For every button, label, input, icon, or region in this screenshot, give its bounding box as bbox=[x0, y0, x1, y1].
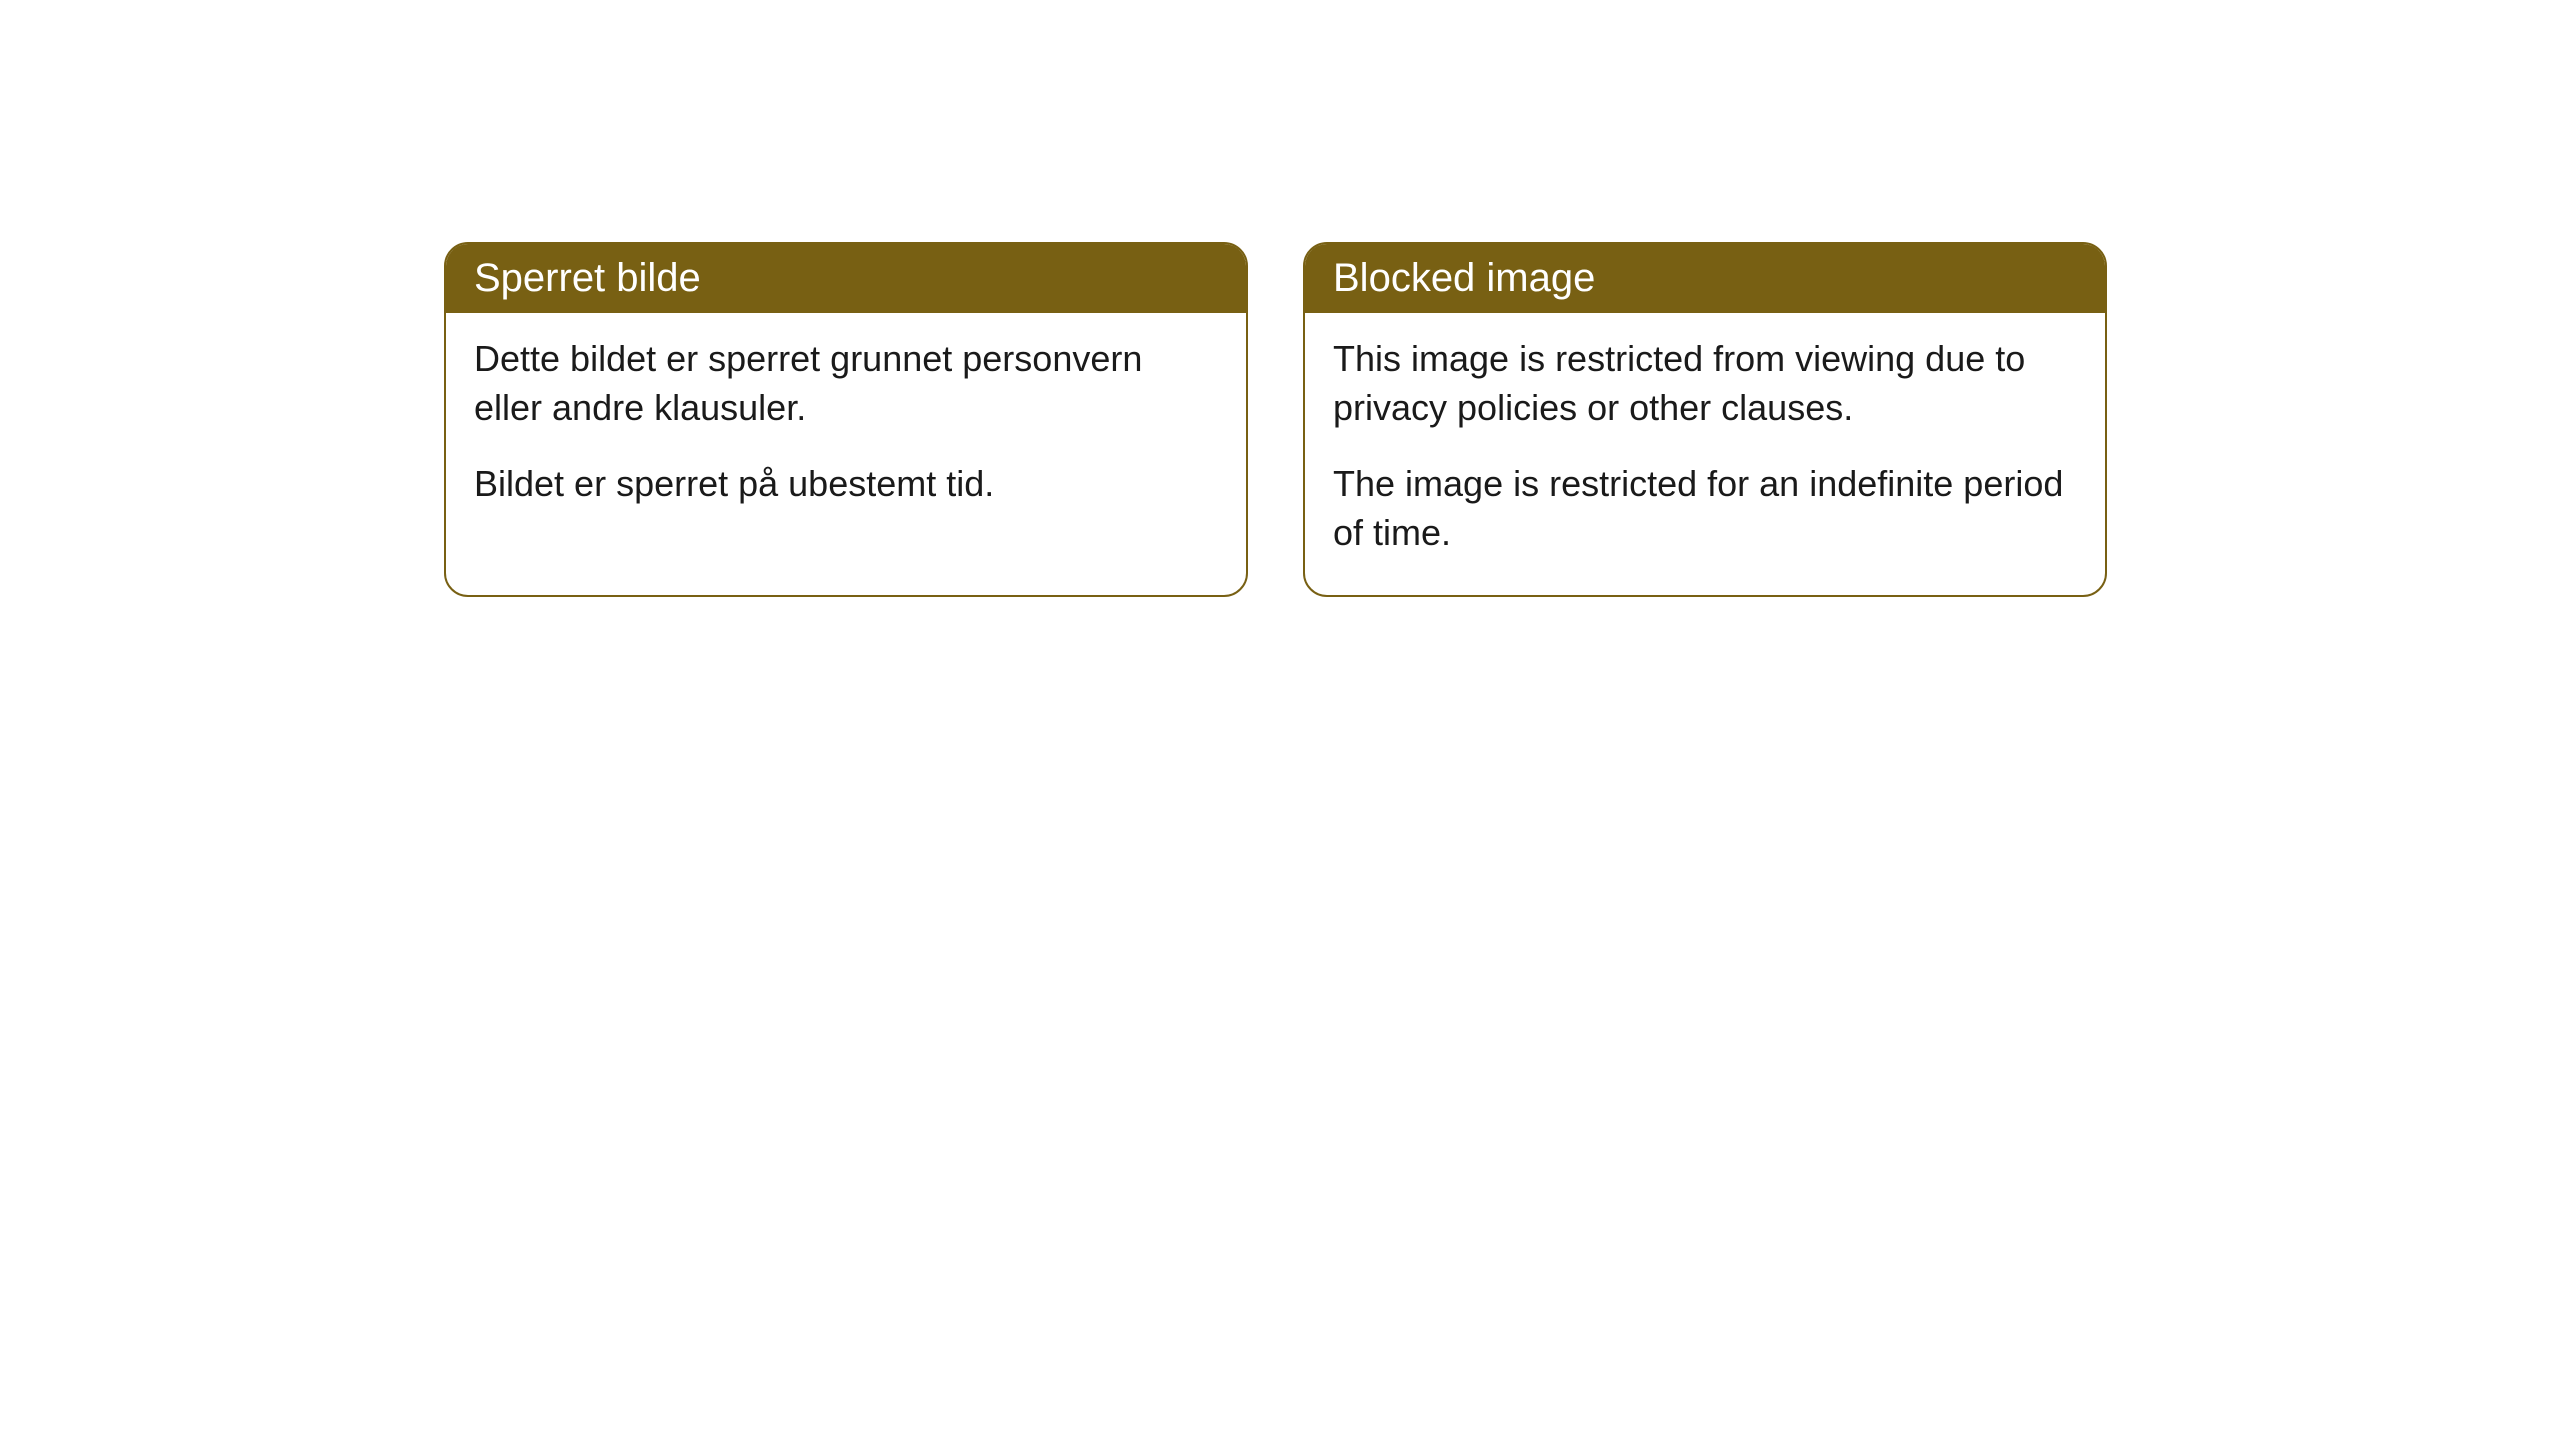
card-paragraph: Dette bildet er sperret grunnet personve… bbox=[474, 335, 1218, 432]
card-title: Blocked image bbox=[1333, 256, 1595, 300]
card-paragraph: This image is restricted from viewing du… bbox=[1333, 335, 2077, 432]
card-title: Sperret bilde bbox=[474, 256, 701, 300]
card-header: Sperret bilde bbox=[446, 244, 1246, 313]
blocked-image-card-english: Blocked image This image is restricted f… bbox=[1303, 242, 2107, 597]
blocked-image-card-norwegian: Sperret bilde Dette bildet er sperret gr… bbox=[444, 242, 1248, 597]
card-body: Dette bildet er sperret grunnet personve… bbox=[446, 313, 1246, 547]
card-paragraph: The image is restricted for an indefinit… bbox=[1333, 460, 2077, 557]
card-header: Blocked image bbox=[1305, 244, 2105, 313]
notice-cards-container: Sperret bilde Dette bildet er sperret gr… bbox=[444, 242, 2107, 597]
card-paragraph: Bildet er sperret på ubestemt tid. bbox=[474, 460, 1218, 509]
card-body: This image is restricted from viewing du… bbox=[1305, 313, 2105, 595]
